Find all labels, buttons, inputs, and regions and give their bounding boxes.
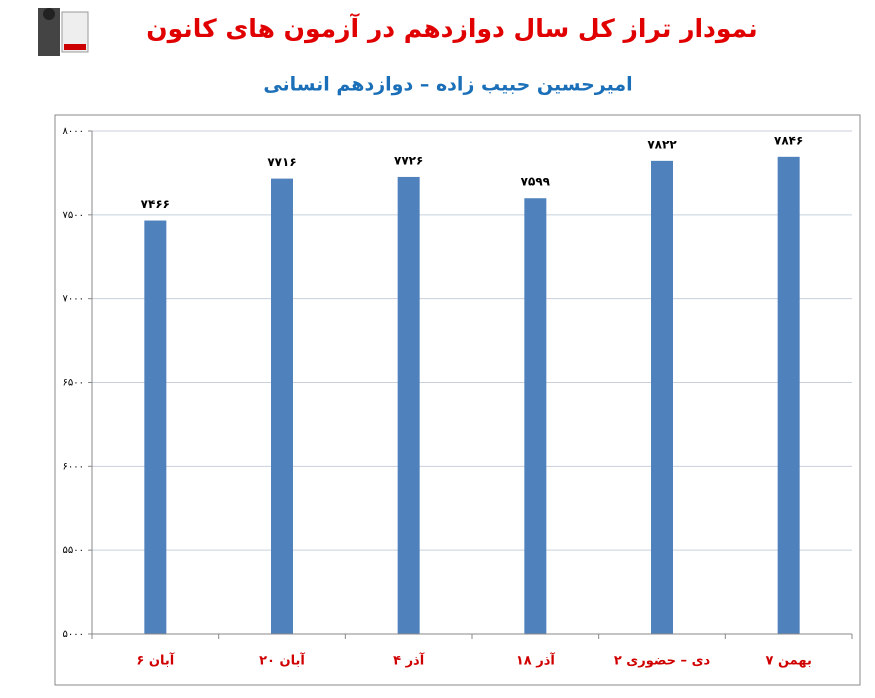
bar: [651, 160, 673, 634]
value-label: ۷۴۶۶: [141, 197, 170, 211]
bar: [144, 220, 167, 634]
x-tick-label: ۴ آذر: [393, 652, 425, 669]
x-tick-label: ۶ آبان: [136, 652, 174, 669]
value-label: ۷۸۲۲: [647, 137, 677, 151]
bar: [777, 156, 800, 634]
y-tick-label: ۵۵۰۰: [63, 545, 84, 556]
bar: [271, 178, 293, 634]
bar: [397, 176, 420, 634]
x-tick-label: ۲۰ آبان: [259, 652, 305, 669]
x-tick-label: ۱۸ آذر: [516, 652, 556, 669]
value-label: ۷۸۴۶: [774, 133, 803, 147]
value-label: ۷۷۲۶: [394, 153, 423, 167]
y-tick-label: ۶۵۰۰: [63, 378, 84, 389]
y-tick-label: ۸۰۰۰: [63, 126, 84, 137]
value-label: ۷۵۹۹: [521, 175, 551, 189]
y-tick-label: ۵۰۰۰: [63, 629, 84, 640]
x-tick-label: ۲ دی – حضوری: [614, 654, 711, 669]
y-tick-label: ۷۵۰۰: [63, 210, 84, 221]
x-tick-label: ۷ بهمن: [765, 654, 811, 669]
chart-subtitle: امیرحسین حبیب زاده – دوازدهم انسانی: [263, 74, 632, 96]
y-tick-label: ۶۰۰۰: [63, 461, 84, 472]
bar: [524, 198, 547, 635]
y-tick-label: ۷۰۰۰: [63, 294, 84, 305]
chart-title: نمودار تراز کل سال دوازدهم در آزمون های …: [146, 13, 757, 44]
value-label: ۷۷۱۶: [267, 155, 296, 169]
logo: [38, 8, 89, 56]
chart-frame: [54, 114, 861, 686]
